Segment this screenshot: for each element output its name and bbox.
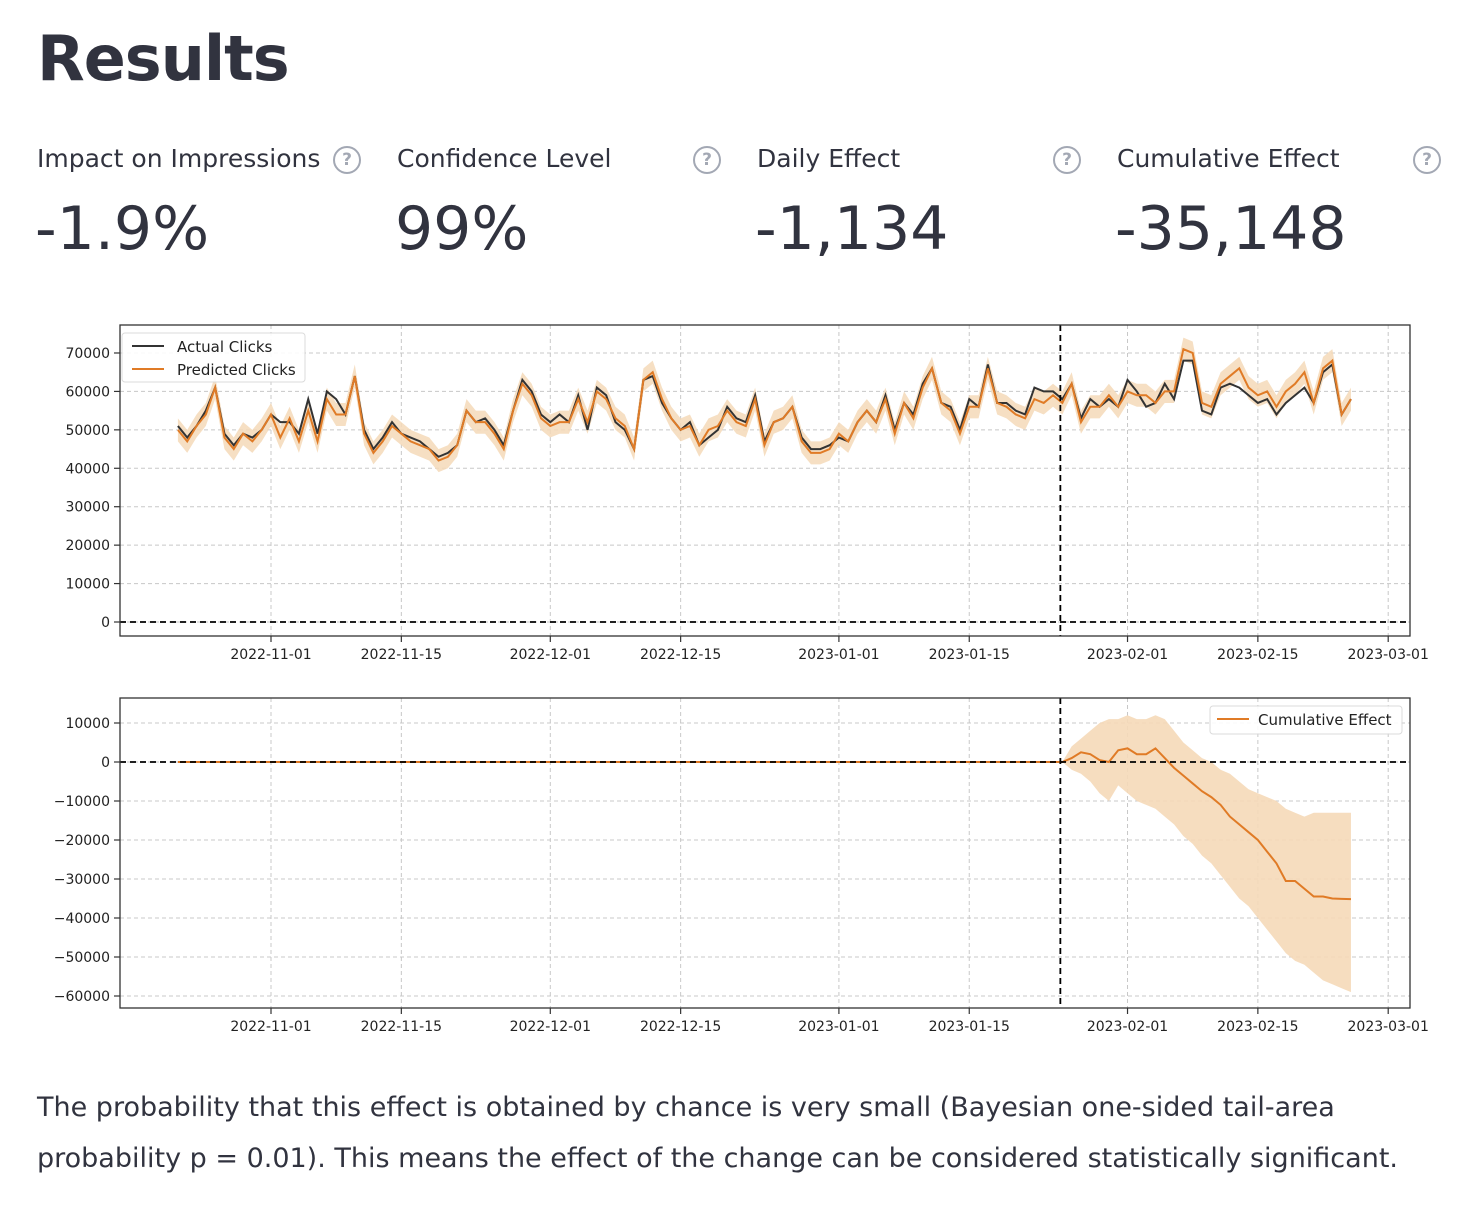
impact-charts: 0 10000 20000 30000 40000 50000 60000 70000 2022… (54, 324, 1429, 1035)
chart1-xtick-label: 2023-02-01 (1087, 647, 1168, 663)
chart2-xtick-label: 2022-12-15 (640, 1019, 721, 1035)
chart1-xtick-label: 2022-12-15 (640, 647, 721, 663)
chart1-xtick-label: 2022-11-15 (361, 647, 442, 663)
chart2-xtick-label: 2022-11-15 (361, 1019, 442, 1035)
chart1-ytick-label: 0 (101, 615, 110, 631)
chart2-ytick-label: 0 (101, 755, 110, 771)
cumulative-ci-band (1062, 715, 1351, 993)
metric-label: Daily Effect (757, 144, 901, 173)
chart2-ytick-label: −50000 (54, 950, 110, 966)
legend-box (121, 332, 306, 383)
chart2-ytick-label: 10000 (65, 716, 110, 732)
chart1-ytick-label: 70000 (65, 346, 110, 362)
chart2-xtick-label: 2023-02-15 (1217, 1019, 1298, 1035)
help-circle-icon[interactable]: ? (1053, 146, 1081, 174)
predicted-ci-band (177, 337, 1351, 473)
chart2-ytick-label: −30000 (54, 872, 110, 888)
chart1-ytick-label: 10000 (65, 577, 110, 593)
legend-cumulative-label: Cumulative Effect (1258, 711, 1392, 729)
chart1-xtick-label: 2022-11-01 (230, 647, 311, 663)
summary-text: The probability that this effect is obta… (37, 1092, 1398, 1174)
legend-actual-label: Actual Clicks (177, 338, 273, 356)
chart2-ytick-label: −20000 (54, 833, 110, 849)
chart2-xtick-label: 2022-11-01 (230, 1019, 311, 1035)
chart1-xtick-label: 2023-01-15 (929, 647, 1010, 663)
page-title: Results (37, 22, 290, 95)
chart2-xtick-label: 2023-01-15 (929, 1019, 1010, 1035)
legend-predicted-label: Predicted Clicks (177, 361, 296, 379)
metric-value: 99% (395, 194, 529, 264)
chart2-ytick-label: −60000 (54, 989, 110, 1005)
chart1-frame (119, 324, 1411, 637)
legend-box (1209, 705, 1403, 735)
chart1-ytick-label: 40000 (65, 461, 110, 477)
chart2-xtick-label: 2023-02-01 (1087, 1019, 1168, 1035)
metric-label: Impact on Impressions (37, 144, 321, 173)
chart2-xtick-label: 2023-01-01 (798, 1019, 879, 1035)
chart2-xtick-label: 2023-03-01 (1348, 1019, 1429, 1035)
chart2-ytick-label: −10000 (54, 794, 110, 810)
chart1-ytick-label: 60000 (65, 384, 110, 400)
predicted-clicks-line (177, 347, 1352, 462)
help-circle-icon[interactable]: ? (1413, 146, 1441, 174)
metric-value: -1,134 (755, 194, 949, 264)
chart1-ytick-label: 30000 (65, 500, 110, 516)
metric-value: -1.9% (35, 194, 210, 264)
metric-label: Confidence Level (397, 144, 612, 173)
chart1-ytick-label: 20000 (65, 538, 110, 554)
chart1-xtick-label: 2022-12-01 (510, 647, 591, 663)
chart1-xtick-label: 2023-01-01 (798, 647, 879, 663)
chart2-xtick-label: 2022-12-01 (510, 1019, 591, 1035)
chart1-xtick-label: 2023-03-01 (1348, 647, 1429, 663)
chart2-ytick-label: −40000 (54, 911, 110, 927)
chart2-frame (119, 697, 1411, 1009)
help-circle-icon[interactable]: ? (333, 146, 361, 174)
metric-value: -35,148 (1115, 194, 1347, 264)
chart1-xtick-label: 2023-02-15 (1217, 647, 1298, 663)
chart1-ytick-label: 50000 (65, 423, 110, 439)
metric-label: Cumulative Effect (1117, 144, 1340, 173)
help-circle-icon[interactable]: ? (693, 146, 721, 174)
